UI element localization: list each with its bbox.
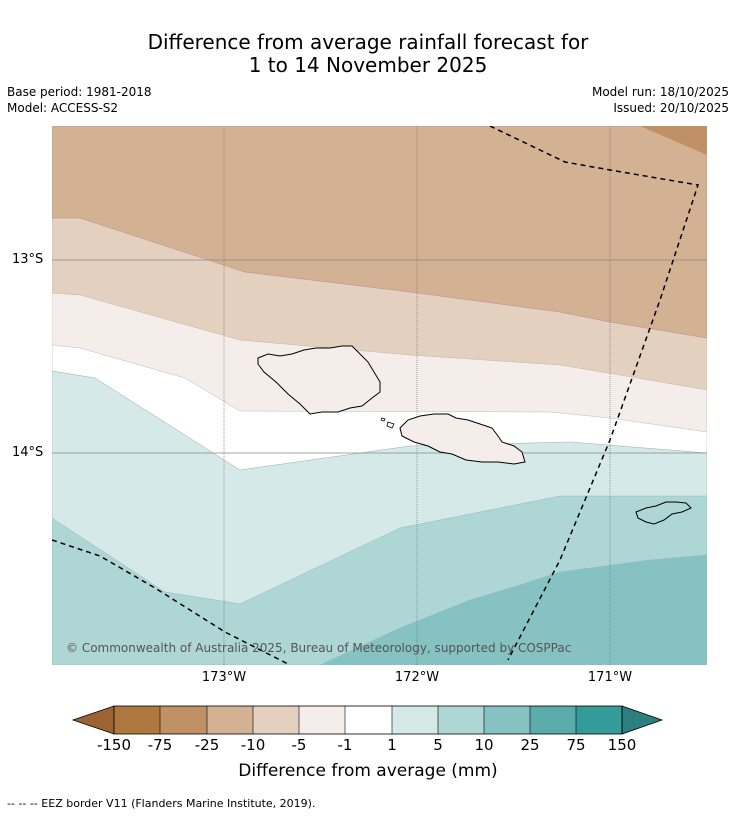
colorbar-tick-label: 150 (607, 736, 637, 754)
map-panel (52, 126, 707, 665)
colorbar-tick-label: -75 (147, 736, 173, 754)
band-m75-m25 (640, 126, 707, 155)
island-upolu (399, 413, 526, 465)
colorbar-swatch-m10-m5 (253, 706, 299, 734)
colorbar-title: Difference from average (mm) (238, 761, 498, 781)
island-tutuila (635, 501, 692, 525)
colorbar-tick-label: 75 (566, 736, 586, 754)
colorbar-tick-label: 1 (387, 736, 397, 754)
colorbar-swatch-p25-p75 (530, 706, 576, 734)
colorbar-tick-label: 5 (433, 736, 443, 754)
colorbar-swatch-p5-p10 (438, 706, 484, 734)
copyright-notice: © Commonwealth of Australia 2025, Bureau… (66, 641, 572, 655)
colorbar-tick-label: -150 (96, 736, 132, 754)
base-period: Base period: 1981-2018 (7, 85, 152, 99)
island-savaii (257, 345, 381, 415)
lon-label-171w: 171°W (587, 670, 633, 685)
eez-border-north (489, 126, 699, 661)
colorbar-tick-label: 10 (474, 736, 494, 754)
title-line-2: 1 to 14 November 2025 (248, 53, 488, 77)
colorbar-outline (113, 705, 623, 735)
meta-right: Model run: 18/10/2025 Issued: 20/10/2025 (592, 84, 729, 116)
colorbar-swatch-m5-m1 (299, 706, 345, 734)
lat-label-13s: 13°S (12, 252, 44, 267)
colorbar-swatch-m1-p1 (345, 706, 392, 734)
island-manono (386, 421, 395, 429)
colorbar-arrow-left (71, 705, 115, 735)
colorbar (71, 705, 664, 735)
colorbar-arrow-right (621, 705, 664, 735)
band-m25-m10 (52, 126, 707, 339)
title-line-1: Difference from average rainfall forecas… (147, 30, 589, 54)
island-apolima (380, 417, 386, 422)
colorbar-swatch-p10-p25 (484, 706, 530, 734)
eez-border-note: -- -- -- EEZ border V11 (Flanders Marine… (7, 797, 316, 810)
colorbar-tick-label: -25 (194, 736, 220, 754)
meta-left: Base period: 1981-2018 Model: ACCESS-S2 (7, 84, 152, 116)
colorbar-tick-label: -10 (240, 736, 266, 754)
colorbar-tick-label: -5 (291, 736, 307, 754)
colorbar-dividers (159, 706, 577, 734)
colorbar-swatch-p75-p150 (576, 706, 622, 734)
colorbar-tick-label: 25 (520, 736, 540, 754)
colorbar-swatch-p1-p5 (392, 706, 438, 734)
colorbar-swatch-m75-m25 (160, 706, 207, 734)
colorbar-tick-label: -1 (337, 736, 353, 754)
lon-label-173w: 173°W (201, 670, 247, 685)
lon-label-172w: 172°W (394, 670, 440, 685)
colorbar-swatch-m150-m75 (114, 706, 160, 734)
model-name: Model: ACCESS-S2 (7, 101, 119, 115)
model-run: Model run: 18/10/2025 (591, 85, 729, 99)
issued-date: Issued: 20/10/2025 (613, 101, 729, 115)
lat-label-14s: 14°S (12, 445, 44, 460)
colorbar-swatch-m25-m10 (207, 706, 253, 734)
map-title: Difference from average rainfall forecas… (0, 31, 736, 77)
